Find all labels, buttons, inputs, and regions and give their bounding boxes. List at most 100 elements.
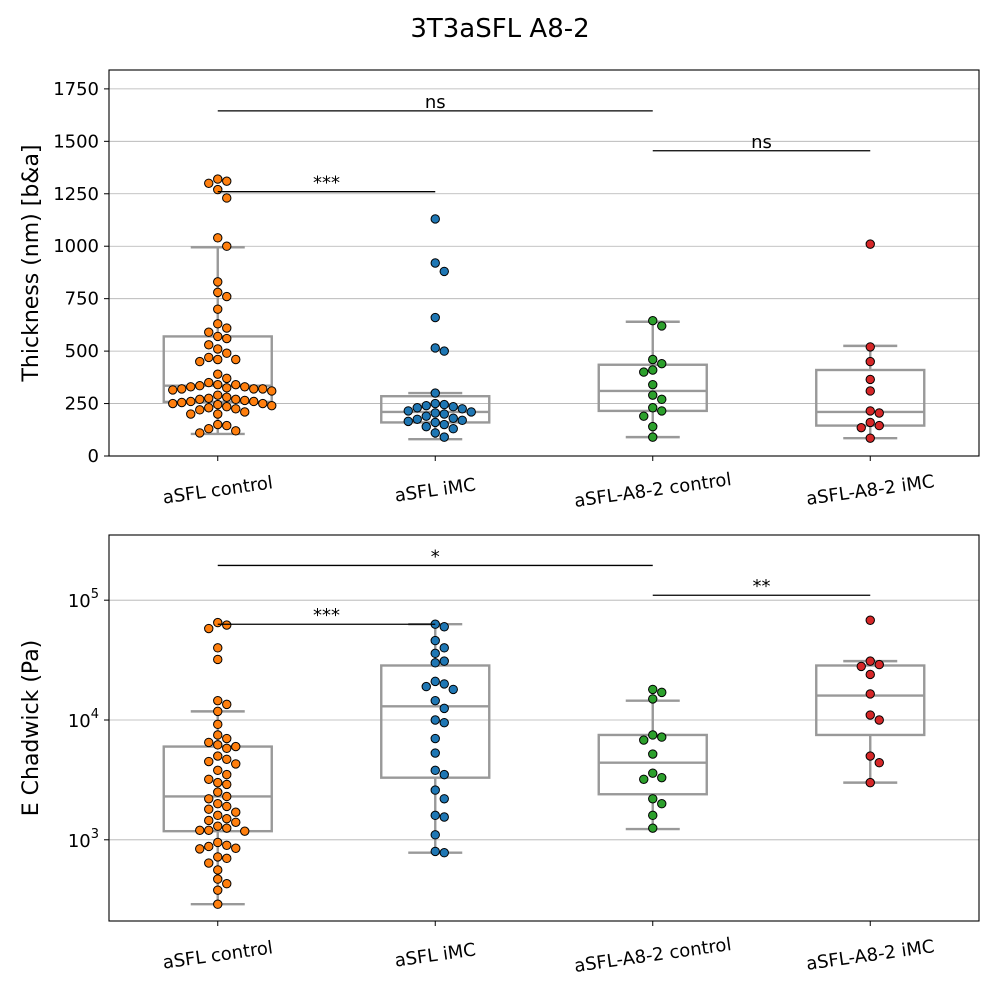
- box-3: [597, 320, 708, 439]
- data-point: [213, 379, 223, 390]
- y-tick-label: 1750: [53, 79, 99, 100]
- data-point: [231, 426, 241, 436]
- data-point: [874, 758, 884, 768]
- swarm-2: [403, 214, 476, 442]
- data-point: [657, 406, 667, 416]
- data-point: [648, 365, 658, 375]
- data-point: [856, 661, 866, 672]
- data-point: [430, 343, 440, 353]
- data-point: [657, 321, 667, 331]
- data-point: [430, 417, 440, 428]
- data-point: [865, 239, 875, 249]
- x-tick-label: aSFL control: [161, 937, 274, 973]
- significance-label: ns: [425, 92, 446, 113]
- y-tick-label: 1000: [53, 236, 99, 257]
- data-point: [267, 386, 277, 396]
- data-point: [204, 804, 214, 814]
- data-point: [222, 333, 232, 344]
- data-point: [439, 848, 449, 858]
- data-point: [204, 424, 214, 434]
- data-point: [448, 402, 458, 412]
- data-point: [204, 794, 214, 804]
- data-point: [448, 413, 458, 423]
- data-point: [195, 394, 205, 405]
- data-point: [222, 733, 232, 744]
- data-point: [421, 400, 431, 411]
- data-point: [195, 844, 205, 854]
- data-point: [213, 277, 223, 287]
- data-point: [204, 623, 214, 634]
- data-point: [222, 699, 232, 710]
- data-point: [231, 379, 241, 390]
- data-point: [430, 388, 440, 398]
- data-point: [439, 703, 449, 714]
- data-point: [439, 419, 449, 430]
- significance-label: **: [753, 576, 771, 597]
- data-point: [195, 405, 205, 415]
- data-point: [213, 409, 223, 419]
- swarm-1: [168, 174, 277, 438]
- data-point: [222, 801, 232, 812]
- data-point: [258, 398, 268, 409]
- x-tick-label: aSFL iMC: [393, 474, 477, 506]
- data-point: [403, 416, 413, 427]
- data-point: [430, 733, 440, 744]
- data-point: [213, 354, 223, 365]
- data-point: [204, 825, 214, 836]
- swarm-4: [856, 239, 884, 443]
- swarm-1: [195, 617, 250, 909]
- data-point: [213, 390, 223, 400]
- data-point: [430, 312, 440, 323]
- data-point: [204, 340, 214, 350]
- data-point: [648, 810, 658, 821]
- data-point: [213, 740, 223, 750]
- data-point: [430, 428, 440, 438]
- y-tick-label: 104: [68, 707, 99, 732]
- data-point: [648, 694, 658, 704]
- data-point: [865, 386, 875, 396]
- data-point: [222, 779, 232, 790]
- swarm-3: [639, 684, 667, 833]
- data-point: [213, 331, 223, 342]
- data-point: [258, 384, 268, 394]
- data-point: [657, 772, 667, 783]
- data-point: [865, 710, 875, 720]
- data-point: [213, 174, 223, 184]
- swarm-3: [639, 315, 667, 442]
- data-point: [439, 399, 449, 410]
- data-point: [657, 394, 667, 405]
- y-axis-label: Thickness (nm) [b&a]: [19, 144, 44, 382]
- data-point: [439, 769, 449, 780]
- data-point: [213, 319, 223, 329]
- data-point: [412, 403, 422, 413]
- data-point: [231, 843, 241, 853]
- data-point: [231, 759, 241, 769]
- panel-1: ns *** ns 0 250 500 750 1000 1250 1500 1750 aSFL co…: [19, 69, 980, 512]
- box-4: [815, 659, 926, 784]
- data-point: [213, 852, 223, 862]
- data-point: [874, 659, 884, 670]
- data-point: [213, 233, 223, 243]
- data-point: [213, 617, 223, 628]
- data-point: [222, 383, 232, 393]
- data-point: [439, 812, 449, 822]
- data-point: [421, 411, 431, 421]
- data-point: [657, 358, 667, 369]
- data-point: [231, 807, 241, 817]
- significance-label: *: [431, 546, 440, 567]
- data-point: [439, 409, 449, 419]
- data-point: [222, 620, 232, 630]
- data-point: [204, 403, 214, 413]
- data-point: [204, 178, 214, 188]
- x-tick-label: aSFL-A8-2 iMC: [805, 936, 936, 975]
- data-point: [177, 384, 187, 394]
- data-point: [657, 732, 667, 742]
- data-point: [430, 695, 440, 706]
- data-point: [439, 346, 449, 356]
- data-point: [222, 769, 232, 780]
- data-point: [865, 751, 875, 761]
- y-tick-label: 1500: [53, 131, 99, 152]
- data-point: [430, 830, 440, 840]
